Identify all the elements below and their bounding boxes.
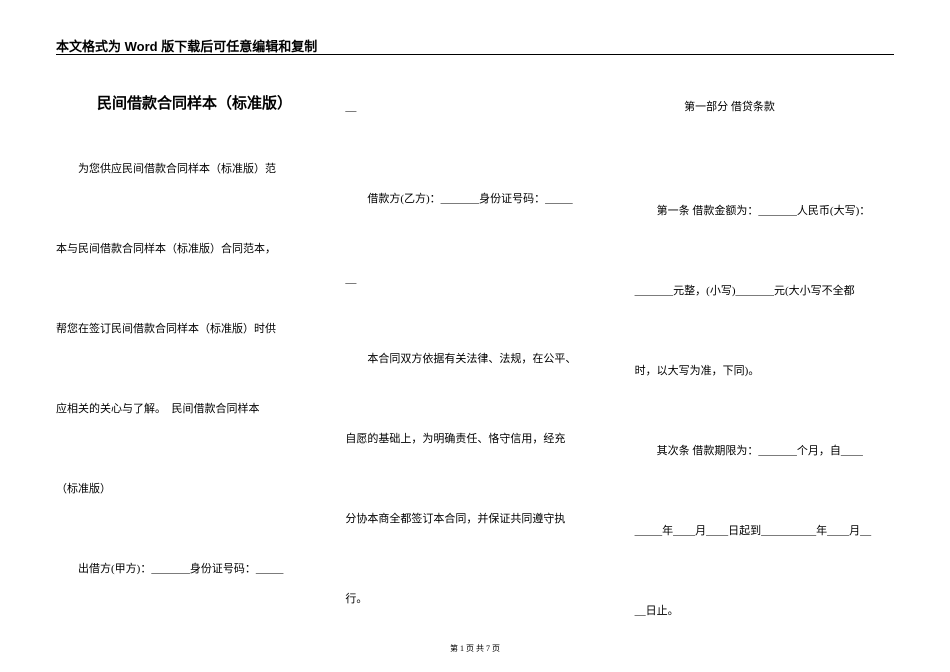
- col1-para-5: （标准版）: [56, 478, 315, 500]
- content-columns: 为您供应民间借款合同样本（标准版）范 本与民间借款合同样本（标准版）合同范本， …: [56, 88, 894, 622]
- col3-para-1: 第一条 借款金额为：_______人民币(大写)：: [635, 200, 894, 222]
- header-notice: 本文格式为 Word 版下载后可任意编辑和复制: [56, 36, 317, 55]
- col1-para-6: 出借方(甲方)：_______身份证号码：_____: [56, 558, 315, 580]
- col2-para-5: 自愿的基础上，为明确责任、恪守信用，经充: [345, 428, 604, 450]
- col2-para-1: __: [345, 96, 604, 118]
- header-rule: [56, 54, 894, 55]
- col2-para-3: __: [345, 268, 604, 290]
- col1-para-4: 应相关的关心与了解。 民间借款合同样本: [56, 398, 315, 420]
- page-footer: 第 1 页 共 7 页: [0, 643, 950, 654]
- col1-para-1: 为您供应民间借款合同样本（标准版）范: [56, 158, 315, 180]
- col1-para-3: 帮您在签订民间借款合同样本（标准版）时供: [56, 318, 315, 340]
- col2-para-4: 本合同双方依据有关法律、法规，在公平、: [345, 348, 604, 370]
- col2-para-2: 借款方(乙方)：_______身份证号码：_____: [345, 188, 604, 210]
- col1-para-2: 本与民间借款合同样本（标准版）合同范本，: [56, 238, 315, 260]
- col2-para-6: 分协本商全都签订本合同，并保证共同遵守执: [345, 508, 604, 530]
- col3-para-6: __日止。: [635, 600, 894, 622]
- col3-para-5: _____年____月____日起到__________年____月__: [635, 520, 894, 542]
- col2-para-7: 行。: [345, 588, 604, 610]
- section-header: 第一部分 借贷条款: [635, 96, 894, 118]
- col3-para-3: 时，以大写为准，下同)。: [635, 360, 894, 382]
- column-3: 第一部分 借贷条款 第一条 借款金额为：_______人民币(大写)： ____…: [635, 88, 894, 622]
- col3-para-4: 其次条 借款期限为：_______个月，自____: [635, 440, 894, 462]
- column-2: __ 借款方(乙方)：_______身份证号码：_____ __ 本合同双方依据…: [345, 88, 604, 622]
- column-1: 为您供应民间借款合同样本（标准版）范 本与民间借款合同样本（标准版）合同范本， …: [56, 88, 315, 622]
- col3-para-2: _______元整，(小写)_______元(大小写不全都: [635, 280, 894, 302]
